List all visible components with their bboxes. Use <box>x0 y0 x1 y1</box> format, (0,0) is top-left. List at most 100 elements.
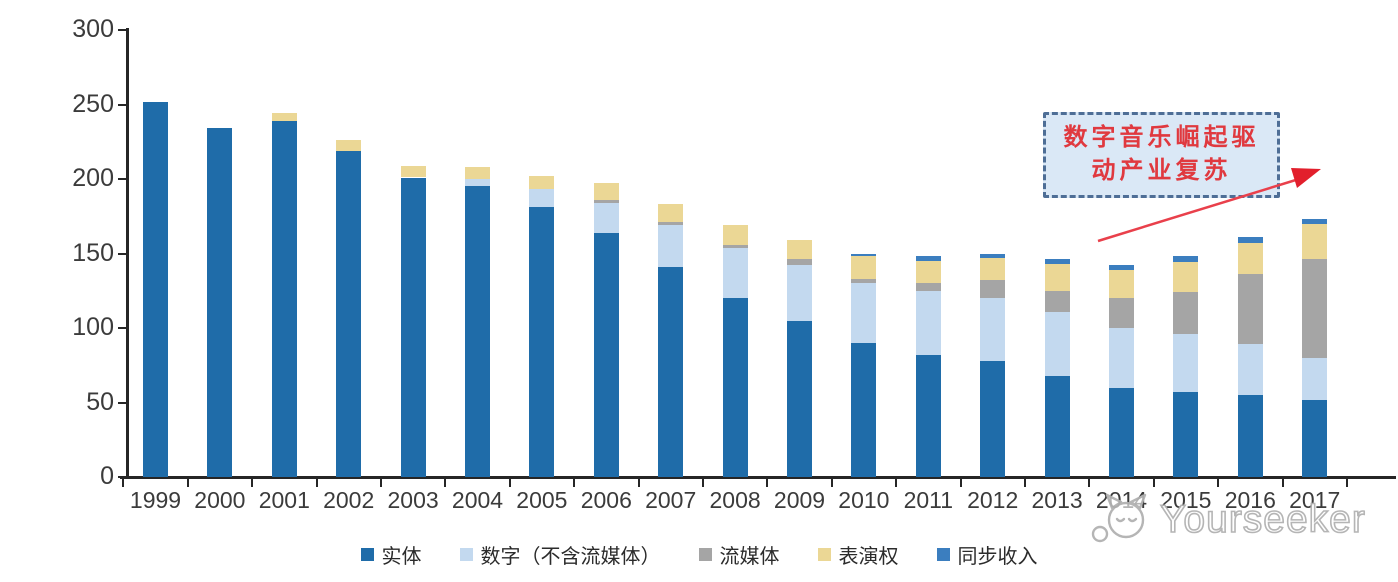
bar-segment-streaming-2017 <box>1302 259 1328 358</box>
y-axis-label: 100 <box>72 313 114 341</box>
bar-segment-performance-2016 <box>1237 243 1263 275</box>
x-axis-tick <box>315 479 318 487</box>
x-axis-tick <box>1281 479 1284 487</box>
bar-segment-streaming-2013 <box>1044 290 1070 312</box>
bar-segment-physical-2013 <box>1044 375 1070 477</box>
y-axis-label: 50 <box>86 387 114 416</box>
bar-segment-sync-2015 <box>1173 256 1199 263</box>
bar-segment-sync-2014 <box>1109 265 1134 270</box>
x-axis-label-2016: 2016 <box>1224 487 1276 513</box>
legend-swatch-performance <box>817 547 831 561</box>
y-axis-label: 300 <box>72 15 114 43</box>
legend-label-digital: 数字（不含流媒体） <box>480 545 661 568</box>
bar-segment-streaming-2016 <box>1237 274 1263 345</box>
bar-segment-digital-2011 <box>915 290 941 355</box>
annotation-text-line1: 数字音乐崛起驱 <box>1063 125 1260 151</box>
bar-segment-performance-2009 <box>787 240 812 260</box>
x-axis-tick <box>186 479 189 487</box>
legend-item-streaming: 流媒体 <box>698 540 780 569</box>
bar-segment-sync-2012 <box>980 253 1006 258</box>
bar-segment-physical-2016 <box>1237 395 1263 477</box>
x-axis-tick <box>1152 479 1155 487</box>
bar-segment-streaming-2014 <box>1109 298 1134 328</box>
x-axis-label-2012: 2012 <box>967 487 1019 513</box>
x-axis-label-2011: 2011 <box>903 487 954 513</box>
legend-label-sync: 同步收入 <box>957 545 1038 568</box>
bar-segment-performance-2013 <box>1044 263 1070 291</box>
legend-swatch-physical <box>360 547 374 561</box>
legend-item-sync: 同步收入 <box>936 540 1038 569</box>
bar-segment-digital-2005 <box>529 189 555 208</box>
bar-segment-physical-2011 <box>915 354 941 477</box>
bar-segment-digital-2014 <box>1109 328 1134 388</box>
chart-legend: 实体 数字（不含流媒体） 流媒体 表演权 同步收入 <box>0 538 1398 570</box>
x-axis-line <box>120 476 1396 479</box>
bar-segment-physical-2001 <box>271 120 297 477</box>
bar-segment-sync-2010 <box>851 253 877 257</box>
bar-segment-sync-2016 <box>1237 237 1263 244</box>
legend-swatch-streaming <box>698 547 712 561</box>
bar-segment-performance-2010 <box>851 256 877 279</box>
legend-item-digital: 数字（不含流媒体） <box>459 540 661 569</box>
y-axis-label: 0 <box>100 462 114 490</box>
x-axis-tick <box>1217 479 1220 487</box>
x-axis-tick <box>444 479 447 487</box>
bar-segment-performance-2014 <box>1109 269 1134 299</box>
bar-segment-performance-2001 <box>271 113 297 121</box>
cat-face-icon <box>1091 493 1147 543</box>
x-axis-tick <box>1345 479 1348 487</box>
bar-segment-performance-2017 <box>1302 223 1328 260</box>
bar-segment-physical-2008 <box>722 298 748 477</box>
watermark-text: Yourseeker <box>1159 497 1366 542</box>
x-axis-label-2000: 2000 <box>194 487 246 513</box>
bar-segment-sync-2011 <box>915 256 941 261</box>
legend-item-physical: 实体 <box>360 540 422 569</box>
bar-segment-streaming-2012 <box>980 280 1006 299</box>
bar-segment-digital-2012 <box>980 298 1006 361</box>
bar-segment-streaming-2010 <box>851 278 877 284</box>
x-axis-tick <box>379 479 382 487</box>
bar-segment-digital-2010 <box>851 283 877 343</box>
y-axis-tick <box>118 178 127 180</box>
bar-segment-sync-2013 <box>1044 259 1070 264</box>
legend-swatch-digital <box>459 547 473 561</box>
bar-segment-digital-2017 <box>1302 357 1328 400</box>
bar-segment-sync-2017 <box>1302 219 1328 224</box>
bar-segment-performance-2015 <box>1173 262 1199 293</box>
bar-segment-physical-2014 <box>1109 387 1134 477</box>
y-axis-label: 200 <box>72 164 114 192</box>
x-axis-label-2007: 2007 <box>645 487 697 513</box>
bar-segment-performance-2007 <box>658 204 684 223</box>
bar-segment-physical-2004 <box>465 186 490 477</box>
y-axis-tick <box>118 103 127 106</box>
bar-segment-physical-1999 <box>143 101 168 477</box>
x-axis-label-2017: 2017 <box>1289 487 1341 513</box>
bar-segment-physical-2000 <box>207 128 233 477</box>
bar-segment-digital-2004 <box>465 179 490 187</box>
x-axis-tick <box>959 479 962 487</box>
y-axis-label: 250 <box>72 89 114 118</box>
bar-segment-physical-2002 <box>336 150 362 477</box>
annotation-arrowhead <box>1291 168 1321 188</box>
x-axis-label-2010: 2010 <box>838 487 890 513</box>
legend-label-physical: 实体 <box>381 545 422 568</box>
bar-segment-physical-2005 <box>529 207 555 477</box>
bar-segment-digital-2013 <box>1044 311 1070 376</box>
bar-segment-performance-2003 <box>400 165 426 178</box>
annotation-callout: 数字音乐崛起驱 动产业复苏 <box>1043 112 1280 198</box>
y-axis-tick <box>118 401 127 404</box>
bar-segment-streaming-2015 <box>1173 292 1199 334</box>
x-axis-tick <box>508 479 511 487</box>
bar-segment-performance-2011 <box>915 260 941 284</box>
bar-segment-physical-2009 <box>787 320 812 477</box>
x-axis-label-2009: 2009 <box>773 487 826 513</box>
bar-segment-physical-2012 <box>980 360 1006 477</box>
bar-segment-streaming-2007 <box>658 222 684 226</box>
bar-segment-digital-2008 <box>722 247 748 299</box>
x-axis-tick <box>637 479 640 487</box>
bar-segment-physical-2003 <box>400 177 426 477</box>
x-axis-tick <box>1023 479 1026 487</box>
x-axis-label-2001: 2001 <box>258 487 310 513</box>
bar-segment-digital-2015 <box>1173 333 1199 393</box>
